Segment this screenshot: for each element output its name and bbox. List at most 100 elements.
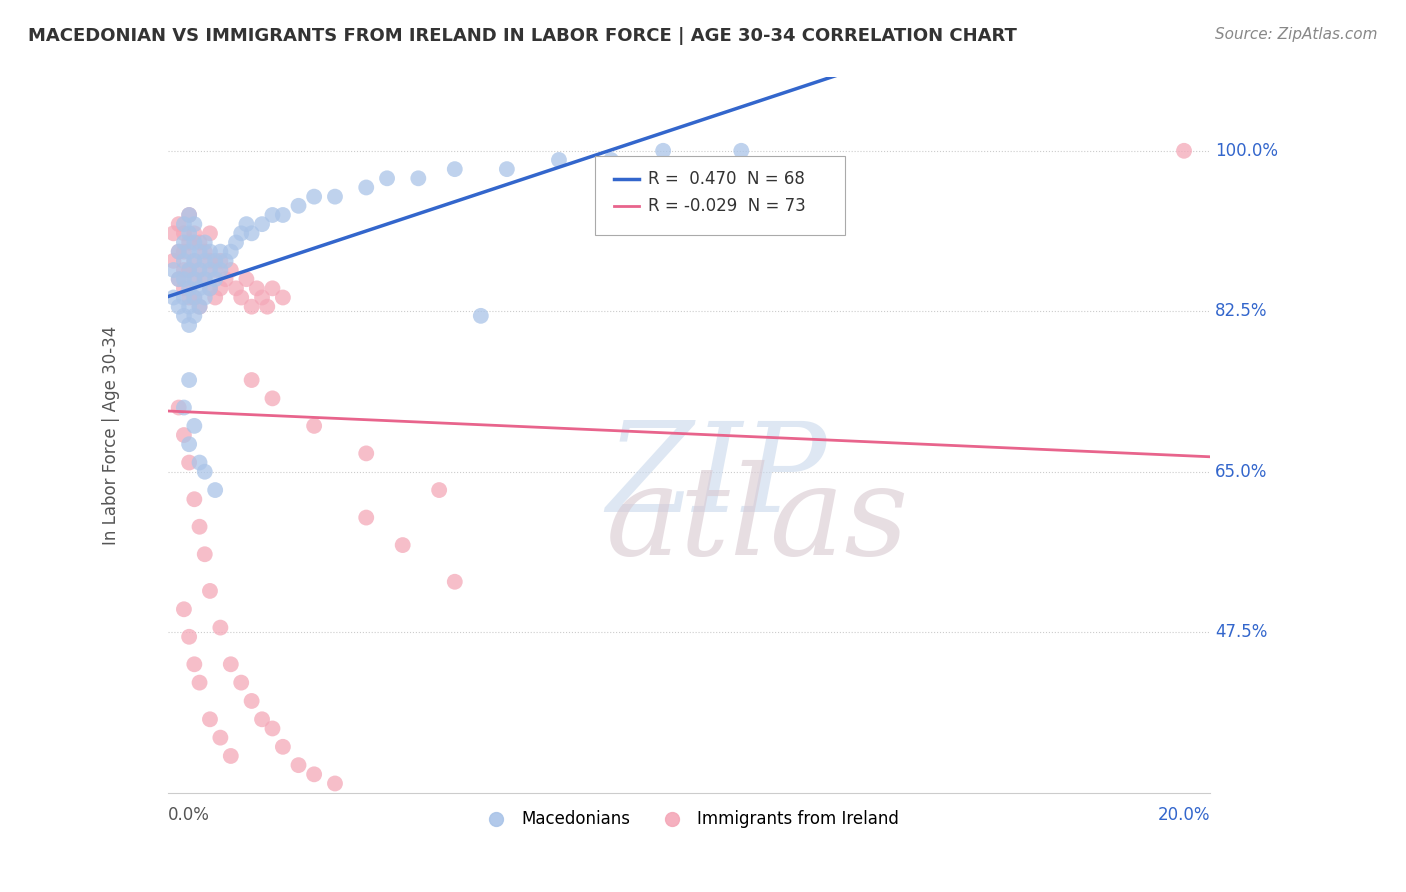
Point	[179, 437, 201, 451]
Text: In Labor Force | Age 30-34: In Labor Force | Age 30-34	[103, 326, 120, 545]
Point	[262, 722, 284, 736]
Point	[198, 244, 221, 259]
Point	[198, 583, 221, 598]
Point	[162, 253, 184, 268]
Point	[188, 456, 211, 470]
Point	[173, 291, 195, 305]
Point	[548, 153, 571, 167]
Point	[225, 281, 247, 295]
Point	[194, 272, 217, 286]
Point	[179, 373, 201, 387]
Point	[162, 227, 184, 241]
Point	[470, 309, 492, 323]
Point	[262, 208, 284, 222]
Point	[188, 263, 211, 277]
Point	[173, 401, 195, 415]
Point	[194, 244, 217, 259]
Point	[188, 281, 211, 295]
Point	[250, 712, 273, 726]
Point	[219, 244, 242, 259]
Point	[173, 244, 195, 259]
Text: 100.0%: 100.0%	[1215, 142, 1278, 160]
Point	[443, 162, 465, 177]
Text: atlas: atlas	[606, 460, 910, 582]
Point	[302, 418, 325, 433]
Point	[443, 574, 465, 589]
Point	[167, 244, 190, 259]
Legend: Macedonians, Immigrants from Ireland: Macedonians, Immigrants from Ireland	[472, 803, 905, 834]
Point	[209, 621, 232, 635]
Point	[188, 300, 211, 314]
Point	[194, 235, 217, 250]
Point	[246, 281, 269, 295]
Point	[652, 144, 675, 158]
Point	[302, 767, 325, 781]
Point	[204, 483, 226, 497]
Point	[209, 263, 232, 277]
Point	[173, 602, 195, 616]
Point	[179, 208, 201, 222]
Point	[183, 418, 205, 433]
Point	[730, 144, 752, 158]
Point	[167, 272, 190, 286]
Point	[167, 401, 190, 415]
Point	[204, 263, 226, 277]
Text: 0.0%: 0.0%	[169, 806, 209, 824]
Point	[198, 253, 221, 268]
Point	[354, 180, 377, 194]
Text: ZIP: ZIP	[606, 417, 827, 539]
Point	[198, 263, 221, 277]
Text: 65.0%: 65.0%	[1215, 463, 1268, 481]
Point	[204, 291, 226, 305]
Point	[198, 281, 221, 295]
Point	[183, 235, 205, 250]
Point	[183, 272, 205, 286]
Point	[173, 227, 195, 241]
Point	[240, 300, 263, 314]
Point	[250, 291, 273, 305]
Point	[179, 281, 201, 295]
Point	[219, 657, 242, 672]
Point	[250, 217, 273, 231]
Point	[496, 162, 519, 177]
Point	[375, 171, 398, 186]
Text: 82.5%: 82.5%	[1215, 302, 1268, 320]
Point	[219, 263, 242, 277]
Point	[179, 244, 201, 259]
Point	[183, 657, 205, 672]
Point	[183, 253, 205, 268]
Point	[173, 428, 195, 442]
FancyBboxPatch shape	[595, 156, 845, 235]
Point	[235, 217, 257, 231]
Point	[1173, 144, 1195, 158]
Point	[198, 281, 221, 295]
Point	[179, 300, 201, 314]
Point	[262, 281, 284, 295]
Point	[179, 263, 201, 277]
Point	[262, 392, 284, 406]
Point	[183, 309, 205, 323]
Text: Source: ZipAtlas.com: Source: ZipAtlas.com	[1215, 27, 1378, 42]
Point	[162, 263, 184, 277]
Point	[183, 227, 205, 241]
Point	[323, 189, 346, 203]
Point	[240, 373, 263, 387]
Point	[188, 675, 211, 690]
Point	[271, 739, 294, 754]
Point	[167, 244, 190, 259]
Point	[323, 776, 346, 790]
Point	[240, 694, 263, 708]
Text: 20.0%: 20.0%	[1157, 806, 1211, 824]
Point	[167, 217, 190, 231]
Point	[231, 227, 253, 241]
Text: 47.5%: 47.5%	[1215, 624, 1268, 641]
Point	[183, 492, 205, 507]
Point	[183, 217, 205, 231]
Point	[209, 244, 232, 259]
Point	[188, 235, 211, 250]
Point	[188, 520, 211, 534]
Point	[194, 272, 217, 286]
Point	[209, 281, 232, 295]
Point	[188, 244, 211, 259]
Point	[219, 749, 242, 764]
